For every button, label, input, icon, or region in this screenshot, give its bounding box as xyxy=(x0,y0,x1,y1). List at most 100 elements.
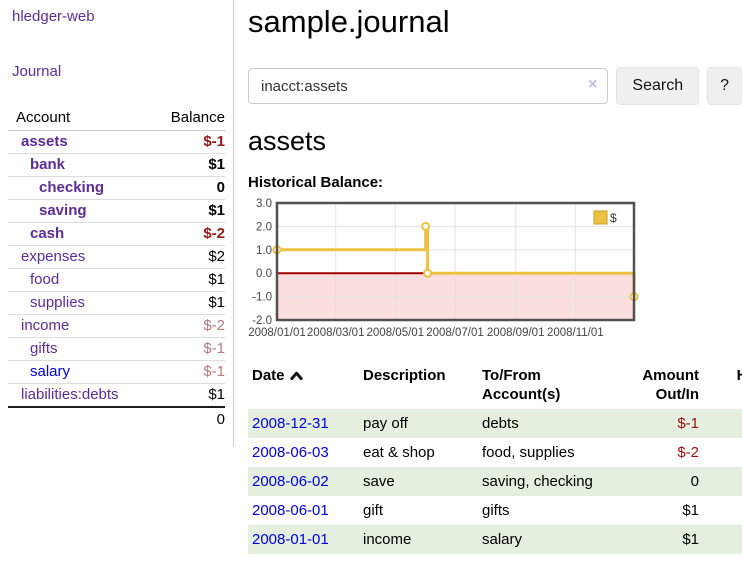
register-accounts: debts xyxy=(482,415,519,432)
register-amount: $1 xyxy=(682,531,699,548)
sort-asc-icon xyxy=(289,371,303,380)
register-row: 2008-06-01 gift gifts $1 $2 xyxy=(248,496,742,525)
register-header-label: To/From Account(s) xyxy=(482,367,561,403)
register-header-label: Description xyxy=(363,367,446,384)
register-row: 2008-12-31 pay off debts $-1 $-1 xyxy=(248,409,742,438)
register-row: 2008-01-01 income salary $1 $1 xyxy=(248,525,742,554)
account-link-saving[interactable]: saving xyxy=(39,202,87,219)
register-date-link[interactable]: 2008-06-01 xyxy=(252,502,329,519)
account-row: liabilities:debts $1 xyxy=(8,383,225,407)
account-row: expenses $2 xyxy=(8,245,225,269)
account-row: saving $1 xyxy=(8,199,225,223)
account-link-cash[interactable]: cash xyxy=(30,225,65,242)
register-accounts: food, supplies xyxy=(482,444,575,461)
register-date-link[interactable]: 2008-01-01 xyxy=(252,531,329,548)
account-balance: $-2 xyxy=(146,222,225,246)
data-point-marker xyxy=(421,221,431,231)
svg-text:-2.0: -2.0 xyxy=(252,315,272,327)
search-button[interactable]: Search xyxy=(616,67,700,105)
account-balance: $1 xyxy=(146,291,225,315)
account-link-food[interactable]: food xyxy=(30,271,60,288)
account-link-gifts[interactable]: gifts xyxy=(30,340,58,357)
account-row: gifts $-1 xyxy=(8,337,225,361)
main-content: sample.journal × Search ? assets Histori… xyxy=(248,0,742,554)
account-link-expenses[interactable]: expenses xyxy=(21,248,86,265)
register-description: eat & shop xyxy=(363,444,435,461)
svg-text:1.0: 1.0 xyxy=(256,245,272,257)
search-box: × xyxy=(248,68,609,105)
svg-text:2.0: 2.0 xyxy=(256,221,272,233)
sidebar-divider xyxy=(233,0,234,447)
register-header-label: Amount Out/In xyxy=(642,367,699,403)
register-date-link[interactable]: 2008-12-31 xyxy=(252,415,329,432)
register-header-row: Date Description To/From Account(s) Amount … xyxy=(248,361,742,409)
svg-text:2008/09/01: 2008/09/01 xyxy=(487,327,545,339)
account-balance: 0 xyxy=(146,176,225,200)
page-title: sample.journal xyxy=(248,4,450,39)
svg-text:-1.0: -1.0 xyxy=(252,292,272,304)
account-balance: $-2 xyxy=(146,314,225,338)
svg-text:3.0: 3.0 xyxy=(256,198,272,210)
accounts-total-row: 0 xyxy=(8,406,225,431)
search-form: × Search ? xyxy=(248,67,742,105)
register-description: income xyxy=(363,531,412,548)
search-input[interactable] xyxy=(248,68,609,104)
svg-text:2008/01/01: 2008/01/01 xyxy=(248,327,306,339)
account-balance: $-1 xyxy=(203,133,225,150)
account-row: bank $1 xyxy=(8,153,225,177)
app-title-link[interactable]: hledger-web xyxy=(12,8,95,25)
account-row: supplies $1 xyxy=(8,291,225,315)
account-link-supplies[interactable]: supplies xyxy=(30,294,86,311)
account-link-income[interactable]: income xyxy=(21,317,70,334)
accounts-table: Account Balance assets $-1 bank $1 checking 0… xyxy=(8,106,225,431)
account-link-liabilities-debts[interactable]: liabilities:debts xyxy=(21,386,119,403)
plot-border xyxy=(275,201,636,322)
register-description: gift xyxy=(363,502,384,519)
account-link-assets[interactable]: assets xyxy=(21,133,68,150)
register-row: 2008-06-02 save saving, checking 0 $2 xyxy=(248,467,742,496)
account-balance: $1 xyxy=(146,383,225,407)
register-amount: $-1 xyxy=(677,415,699,432)
register-balance: $2 xyxy=(707,496,742,525)
data-point-marker xyxy=(423,268,433,278)
register-balance: 0 xyxy=(707,438,742,467)
historical-balance-chart: $3.0 2.0 1.0 0.0 -1.0 -2.0 2008/01/01 2008/03/0… xyxy=(248,197,742,343)
account-link-checking[interactable]: checking xyxy=(39,179,105,196)
register-table: Date Description To/From Account(s) Amount … xyxy=(248,361,742,554)
account-balance: $-1 xyxy=(146,337,225,361)
account-link-salary[interactable]: salary xyxy=(30,363,71,380)
register-balance: $2 xyxy=(707,467,742,496)
register-accounts: gifts xyxy=(482,502,510,519)
sidebar-item-journal[interactable]: Journal xyxy=(12,63,62,80)
svg-text:2008/05/01: 2008/05/01 xyxy=(367,327,425,339)
register-accounts: salary xyxy=(482,531,523,548)
help-button[interactable]: ? xyxy=(707,67,742,105)
account-row: cash $-2 xyxy=(8,222,225,246)
register-row: 2008-06-03 eat & shop food, supplies $-2 0 xyxy=(248,438,742,467)
register-description: pay off xyxy=(363,415,408,432)
svg-text:2008/07/01: 2008/07/01 xyxy=(426,327,484,339)
register-description: save xyxy=(363,473,395,490)
register-balance: $-1 xyxy=(707,409,742,438)
register-balance: $1 xyxy=(707,525,742,554)
clear-search-icon[interactable]: × xyxy=(588,76,598,93)
account-row: salary $-1 xyxy=(8,360,225,384)
register-date-link[interactable]: 2008-06-03 xyxy=(252,444,329,461)
register-accounts: saving, checking xyxy=(482,473,593,490)
svg-text:2008/03/01: 2008/03/01 xyxy=(307,327,365,339)
register-header-amount-out-in: Amount Out/In xyxy=(612,361,707,409)
account-heading: assets xyxy=(248,126,327,156)
register-header-historical-balance: Historical Balance xyxy=(707,361,742,409)
register-header-date[interactable]: Date xyxy=(248,361,355,409)
account-link-bank[interactable]: bank xyxy=(30,156,66,173)
accounts-total-value: 0 xyxy=(146,406,225,431)
register-amount: 0 xyxy=(690,473,699,490)
register-date-link[interactable]: 2008-06-02 xyxy=(252,473,329,490)
accounts-header-account: Account xyxy=(8,106,147,131)
chart-title: Historical Balance: xyxy=(248,174,384,191)
account-balance: $1 xyxy=(146,199,225,223)
account-row: food $1 xyxy=(8,268,225,292)
account-row: checking 0 xyxy=(8,176,225,200)
legend-label: $ xyxy=(610,211,617,225)
